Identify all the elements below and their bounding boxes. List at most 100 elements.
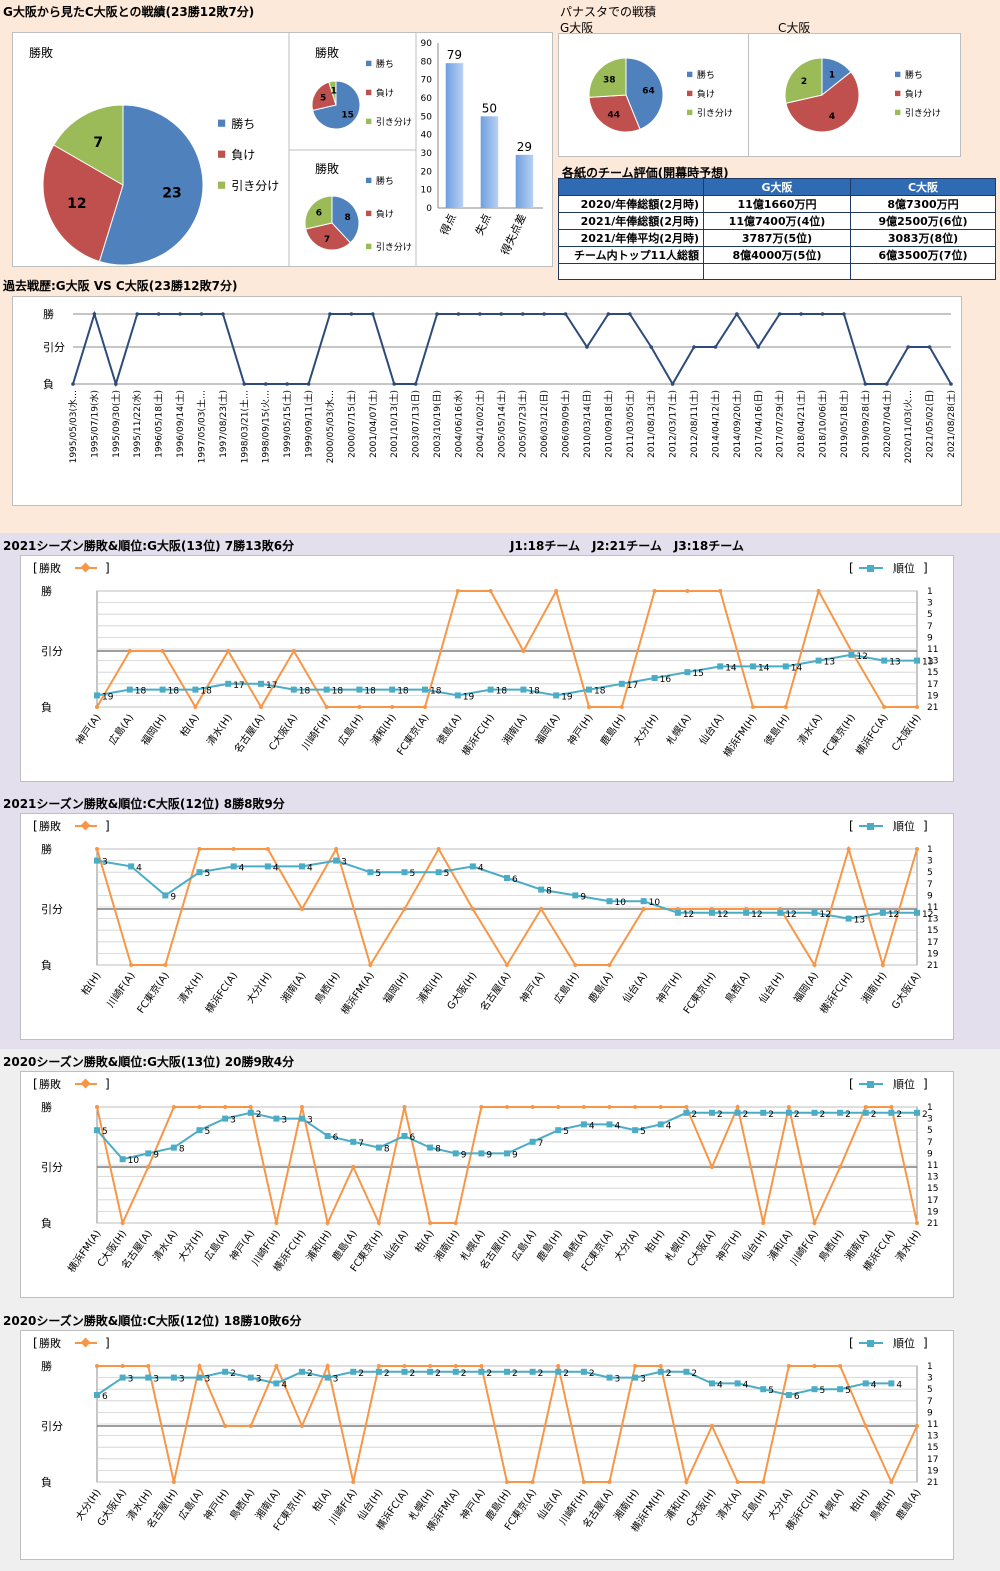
rank-point [651,675,658,681]
rank-line [96,1370,892,1397]
rank-value-label: 2 [896,1110,902,1120]
rank-value-label: 12 [820,910,831,920]
rank-point [126,686,133,693]
rank-tick-label: 7 [927,880,933,890]
history-point [863,382,868,386]
legend-bracket: ] [105,1077,110,1091]
pie-value-label: 8 [344,213,350,223]
pie-value-label: 2 [801,77,807,87]
history-point [306,382,311,386]
history-line [72,310,952,388]
pie-slice [311,81,337,111]
x-tick-label: 2000/05/03(水… [324,390,336,463]
result-point [163,963,168,967]
x-tick-label: 柏(A) [177,711,202,739]
rank-value-label: 5 [205,869,211,879]
legend-bracket: ] [923,1336,928,1350]
rank-point [247,1109,254,1116]
legend-label: 負け [376,208,394,220]
s2020c-panel: 1 3 5 7 9 11 13 15 17 19 21 勝引分負[勝敗][順位] 6 3 3 3 3 2 3 4 2 3 2… [20,1330,954,1560]
legend-rank-marker [867,1081,874,1088]
rank-tick-label: 9 [927,1149,933,1159]
result-point [479,1105,484,1109]
bar [445,63,464,209]
rank-value-label: 19 [463,692,475,702]
x-tick-label: 福岡(H) [138,711,169,747]
rank-value-label: 8 [384,1145,390,1155]
result-point [351,1165,356,1169]
x-tick-label: 鳥栖(H) [312,969,343,1005]
pie-value-label: 7 [93,135,103,151]
history-point [670,382,675,386]
eval-header-c: C大阪 [850,178,996,196]
s2021c-panel: 1 3 5 7 9 11 13 15 17 19 21 勝引分負[勝敗][順位] 3 4 9 5 4 4 4 3 5 5 5… [20,813,954,1040]
history-point [499,312,504,316]
legend-swatch [687,109,693,116]
result-point [539,907,544,911]
result-point [436,847,441,851]
rank-value-label: 5 [205,1127,211,1137]
result-point [95,1364,99,1368]
rank-point [247,1374,254,1381]
rank-point [529,1138,536,1145]
rank-value-label: 15 [692,669,703,679]
rank-point [299,1368,305,1375]
rank-point [375,1144,382,1151]
rank-point [119,1156,126,1163]
history-panel: 勝引分負 1995/05/03(水… 1995/07/19(水) 1995/09/30… [12,296,962,506]
rank-value-label: 9 [170,892,176,902]
rank-value-label: 3 [333,1375,339,1385]
x-tick-label: 神戸(H) [565,711,596,747]
rank-value-label: 4 [615,1121,621,1131]
rank-point [606,1121,613,1128]
rank-point [258,680,264,687]
rank-point [811,1109,818,1116]
result-point [816,589,821,593]
rank-point [222,1115,229,1122]
result-point [889,1105,894,1109]
pana-g-pie: 64 44 38 [588,57,664,133]
legend-swatch [895,71,901,78]
rank-tick-label: 15 [927,1184,938,1194]
legend-label: 負け [376,87,394,99]
result-point [761,1480,766,1484]
rank-value-label: 10 [615,898,627,908]
legend-rank-label: 順位 [893,1336,915,1350]
rank-point [529,1368,536,1375]
rank-tick-label: 1 [927,587,933,597]
legend-label: 勝ち [376,175,394,187]
eval-empty [703,263,851,280]
result-point [300,907,304,911]
x-tick-label: 大分(A) [611,1227,642,1263]
result-point [581,1480,586,1484]
rank-value-label: 5 [375,869,381,879]
rank-point [881,657,888,664]
result-point [95,1105,99,1109]
rank-point [717,663,724,670]
rank-tick-label: 5 [927,610,933,620]
rank-value-label: 13 [854,916,865,926]
result-point [488,589,493,593]
x-tick-label: 神戸(H) [201,1486,232,1522]
x-tick-label: 2017/04/16(日) [753,390,764,458]
rank-tick-label: 1 [927,845,933,855]
x-tick-label: 2001/04/07(土) [367,390,379,458]
result-point [248,1424,253,1428]
history-point [456,312,461,316]
rank-point [170,1144,177,1151]
eval-row-label: 2020/年俸総額(2月時) [558,195,704,213]
pie-small2: 8 7 6 [304,195,360,251]
x-tick-label: 2020/07/04(土) [881,390,893,458]
rank-point [734,1109,741,1116]
rank-value-label: 10 [649,898,661,908]
x-tick-label: 柏(A) [309,1486,334,1514]
pie-value-label: 12 [67,196,86,212]
y-tick-label: 引分 [43,340,65,354]
pana-c-pie: 1 4 2 [784,57,860,133]
rank-point [170,1374,177,1381]
result-point [231,847,236,851]
result-point [915,1221,919,1225]
result-point [658,1364,663,1368]
